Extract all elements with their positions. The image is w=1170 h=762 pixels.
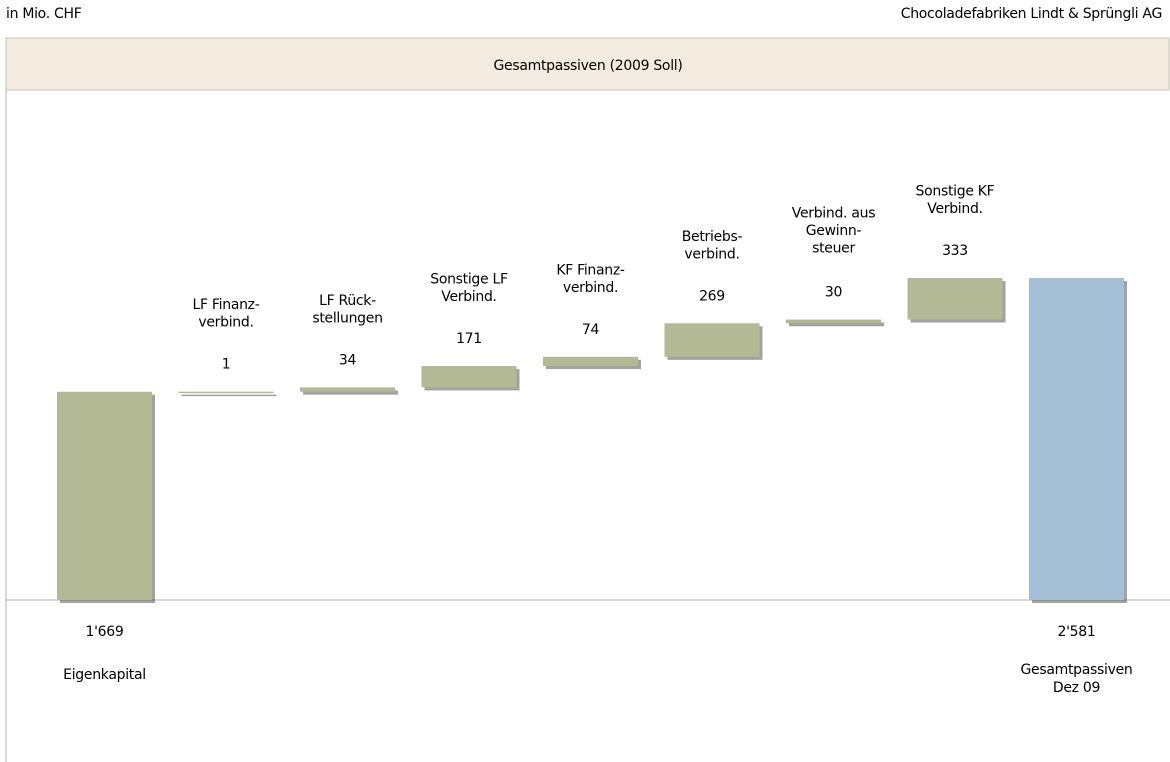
title-band xyxy=(5,37,1170,91)
category-label: Verbind. aus xyxy=(792,206,875,222)
bar-shadow xyxy=(181,394,277,397)
bar-shadow xyxy=(789,322,884,327)
bar xyxy=(786,319,881,324)
category-label: Sonstige KF xyxy=(916,184,995,200)
category-label: LF Rück- xyxy=(319,293,376,309)
chart-title: Gesamtpassiven (2009 Soll) xyxy=(493,58,682,74)
value-label: 333 xyxy=(942,243,968,259)
bar xyxy=(300,387,395,392)
bar xyxy=(907,278,1003,320)
category-label: steuer xyxy=(812,241,855,257)
category-label: verbind. xyxy=(563,280,618,296)
bar xyxy=(178,391,274,394)
value-label: 269 xyxy=(699,288,725,304)
bar xyxy=(421,366,517,388)
category-label: Sonstige LF xyxy=(430,272,508,288)
category-label: verbind. xyxy=(684,246,739,262)
category-label: stellungen xyxy=(312,310,382,326)
value-label: 1'669 xyxy=(86,624,124,640)
value-label: 74 xyxy=(582,322,600,338)
category-label: Verbind. xyxy=(441,289,496,305)
value-label: 2'581 xyxy=(1058,624,1096,640)
unit-label: in Mio. CHF xyxy=(6,6,82,22)
category-label: Betriebs- xyxy=(682,229,743,245)
category-label: Verbind. xyxy=(927,201,982,217)
value-label: 171 xyxy=(456,331,482,347)
category-label: Dez 09 xyxy=(1053,680,1100,696)
category-label: LF Finanz- xyxy=(193,297,260,313)
value-label: 1 xyxy=(222,357,231,373)
bar-shadow xyxy=(303,390,398,395)
value-label: 34 xyxy=(339,352,357,368)
bar xyxy=(1029,278,1124,600)
bar xyxy=(543,356,638,367)
company-name: Chocoladefabriken Lindt & Sprüngli AG xyxy=(901,6,1162,22)
category-label: Gesamtpassiven xyxy=(1021,662,1133,678)
category-label: KF Finanz- xyxy=(556,262,625,278)
category-label: Eigenkapital xyxy=(63,667,146,683)
bar xyxy=(57,391,152,600)
value-label: 30 xyxy=(825,285,842,301)
bar xyxy=(664,323,760,357)
category-label: verbind. xyxy=(198,315,253,331)
category-label: Gewinn- xyxy=(806,223,862,239)
